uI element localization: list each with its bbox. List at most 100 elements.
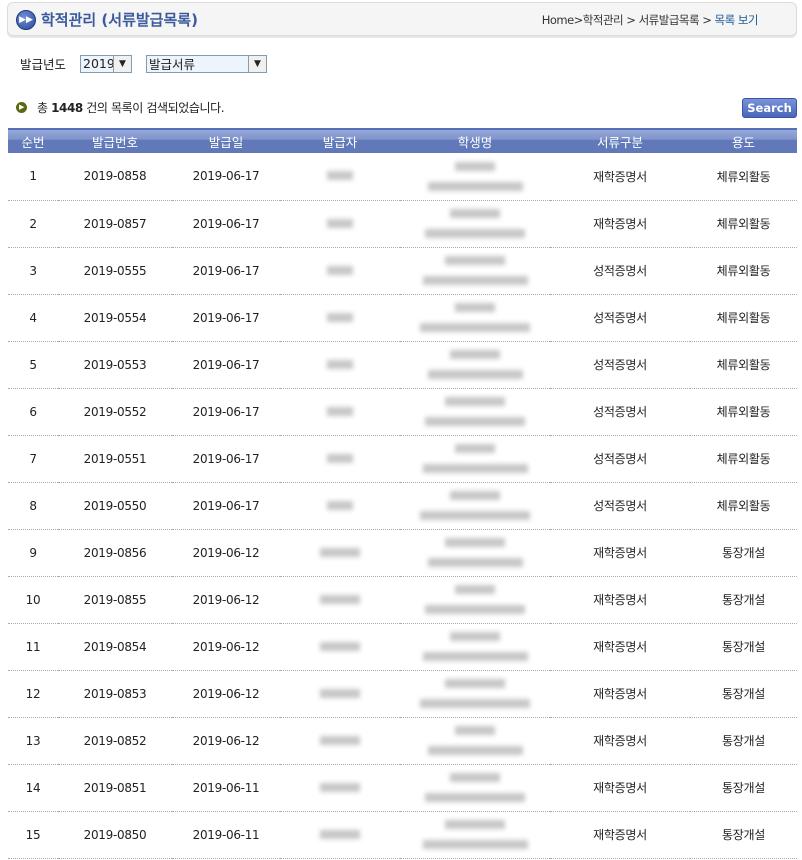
redacted-text: [327, 171, 353, 181]
row-number: 12: [8, 670, 58, 718]
breadcrumb-sep: >: [573, 13, 584, 27]
redacted-text: [327, 218, 353, 228]
doc-type-select[interactable]: 발급서류 ▼: [146, 54, 268, 73]
student-name-redacted: [400, 153, 550, 201]
document-type: 재학증명서: [550, 576, 690, 624]
search-button[interactable]: Search: [742, 98, 797, 118]
redacted-text: [445, 679, 505, 688]
issue-number: 2019-0854: [58, 623, 172, 671]
redacted-text: [420, 323, 530, 332]
row-number: 7: [8, 435, 58, 483]
purpose: 체류외활동: [690, 247, 797, 295]
redacted-text: [450, 350, 500, 359]
issuer-redacted: [280, 717, 400, 765]
purpose: 통장개설: [690, 670, 797, 718]
document-type: 재학증명서: [550, 153, 690, 201]
table-row[interactable]: 10 2019-0855 2019-06-12 재학증명서 통장개설: [8, 576, 797, 624]
student-name-redacted: [400, 482, 550, 530]
student-name-redacted: [400, 294, 550, 342]
redacted-text: [425, 229, 525, 238]
student-name-redacted: [400, 388, 550, 436]
row-number: 11: [8, 623, 58, 671]
table-row[interactable]: 9 2019-0856 2019-06-12 재학증명서 통장개설: [8, 529, 797, 577]
issue-date: 2019-06-12: [172, 717, 280, 765]
document-type: 재학증명서: [550, 764, 690, 812]
column-header: 서류구분: [550, 128, 690, 153]
document-type: 성적증명서: [550, 388, 690, 436]
row-number: 3: [8, 247, 58, 295]
row-number: 1: [8, 153, 58, 201]
table-row[interactable]: 7 2019-0551 2019-06-17 성적증명서 체류외활동: [8, 435, 797, 483]
table-row[interactable]: 5 2019-0553 2019-06-17 성적증명서 체류외활동: [8, 341, 797, 389]
issue-date: 2019-06-17: [172, 153, 280, 201]
purpose: 통장개설: [690, 811, 797, 859]
redacted-text: [327, 265, 353, 275]
issue-date: 2019-06-17: [172, 247, 280, 295]
purpose: 통장개설: [690, 623, 797, 671]
purpose: 체류외활동: [690, 482, 797, 530]
breadcrumb-item[interactable]: 학적관리: [582, 13, 624, 27]
breadcrumb-home[interactable]: Home: [541, 13, 574, 27]
row-number: 9: [8, 529, 58, 577]
table-row[interactable]: 3 2019-0555 2019-06-17 성적증명서 체류외활동: [8, 247, 797, 295]
issuer-redacted: [280, 482, 400, 530]
column-header: 용도: [690, 128, 797, 153]
chevron-down-icon: ▼: [248, 55, 267, 72]
table-row[interactable]: 12 2019-0853 2019-06-12 재학증명서 통장개설: [8, 670, 797, 718]
redacted-text: [425, 793, 525, 802]
table-row[interactable]: 14 2019-0851 2019-06-11 재학증명서 통장개설: [8, 764, 797, 812]
student-name-redacted: [400, 811, 550, 859]
redacted-text: [427, 370, 523, 379]
row-number: 8: [8, 482, 58, 530]
year-value: 2019: [83, 56, 115, 71]
column-header: 발급일: [172, 128, 280, 153]
issue-date: 2019-06-17: [172, 200, 280, 248]
column-header: 발급자: [280, 128, 400, 153]
document-table: 순번 발급번호 발급일 발급자 학생명 서류구분 용도 1 2019-0858 2019-06-…: [8, 128, 797, 859]
table-row[interactable]: 2 2019-0857 2019-06-17 재학증명서 체류외활동: [8, 200, 797, 248]
summary-suffix: 건의 목록이 검색되었습니다.: [86, 101, 225, 115]
issue-number: 2019-0853: [58, 670, 172, 718]
issue-number: 2019-0850: [58, 811, 172, 859]
document-type: 재학증명서: [550, 717, 690, 765]
row-number: 6: [8, 388, 58, 436]
student-name-redacted: [400, 576, 550, 624]
column-header: 학생명: [400, 128, 550, 153]
issue-date: 2019-06-17: [172, 341, 280, 389]
issuer-redacted: [280, 811, 400, 859]
title-bar: ▶▶ 학적관리 (서류발급목록) Home>학적관리 > 서류발급목록 > 목록…: [7, 2, 797, 36]
student-name-redacted: [400, 200, 550, 248]
year-label: 발급년도: [20, 57, 67, 72]
breadcrumb-item[interactable]: 서류발급목록: [638, 13, 700, 27]
redacted-text: [327, 453, 353, 463]
issue-date: 2019-06-12: [172, 576, 280, 624]
table-row[interactable]: 8 2019-0550 2019-06-17 성적증명서 체류외활동: [8, 482, 797, 530]
issuer-redacted: [280, 764, 400, 812]
purpose: 체류외활동: [690, 435, 797, 483]
redacted-text: [427, 181, 523, 191]
issue-date: 2019-06-11: [172, 764, 280, 812]
table-row[interactable]: 6 2019-0552 2019-06-17 성적증명서 체류외활동: [8, 388, 797, 436]
purpose: 통장개설: [690, 764, 797, 812]
table-row[interactable]: 1 2019-0858 2019-06-17 재학증명서 체류외활동: [8, 153, 797, 201]
redacted-text: [320, 688, 360, 698]
issue-date: 2019-06-17: [172, 294, 280, 342]
year-select[interactable]: 2019 ▼: [80, 54, 133, 73]
purpose: 체류외활동: [690, 388, 797, 436]
issue-date: 2019-06-12: [172, 623, 280, 671]
issue-number: 2019-0851: [58, 764, 172, 812]
table-row[interactable]: 15 2019-0850 2019-06-11 재학증명서 통장개설: [8, 811, 797, 859]
table-row[interactable]: 11 2019-0854 2019-06-12 재학증명서 통장개설: [8, 623, 797, 671]
redacted-text: [427, 558, 523, 567]
student-name-redacted: [400, 764, 550, 812]
student-name-redacted: [400, 435, 550, 483]
issue-number: 2019-0552: [58, 388, 172, 436]
document-type: 성적증명서: [550, 482, 690, 530]
breadcrumb-sep: >: [702, 13, 712, 27]
document-type: 재학증명서: [550, 811, 690, 859]
table-row[interactable]: 13 2019-0852 2019-06-12 재학증명서 통장개설: [8, 717, 797, 765]
issuer-redacted: [280, 576, 400, 624]
issue-number: 2019-0553: [58, 341, 172, 389]
issue-date: 2019-06-17: [172, 388, 280, 436]
table-row[interactable]: 4 2019-0554 2019-06-17 성적증명서 체류외활동: [8, 294, 797, 342]
